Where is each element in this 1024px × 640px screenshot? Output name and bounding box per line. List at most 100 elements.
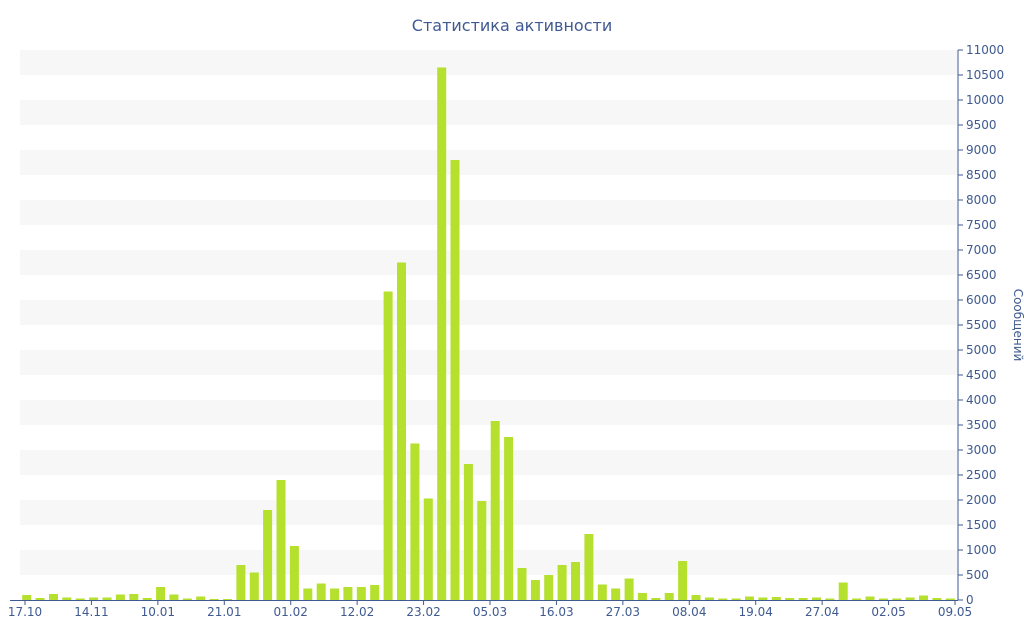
- y-tick-label: 4500: [966, 368, 997, 382]
- bar: [89, 597, 99, 600]
- bar: [169, 594, 179, 600]
- bar: [919, 595, 928, 600]
- bar: [624, 578, 634, 600]
- bar: [49, 594, 58, 600]
- y-axis-label: Сообщений: [1011, 289, 1024, 362]
- x-tick-label: 27.03: [606, 605, 640, 619]
- bar: [263, 510, 273, 600]
- bar: [450, 160, 460, 600]
- y-tick-label: 7500: [966, 218, 997, 232]
- y-tick-label: 10000: [966, 93, 1004, 107]
- bar: [544, 575, 554, 600]
- bar: [771, 597, 781, 600]
- bar: [303, 588, 313, 600]
- x-tick-label: 19.04: [739, 605, 773, 619]
- bar: [129, 594, 139, 600]
- bar: [691, 595, 701, 600]
- bar: [731, 598, 741, 600]
- bar: [745, 596, 754, 600]
- grid-band: [20, 300, 957, 325]
- bar: [249, 572, 259, 600]
- chart-title: Статистика активности: [412, 16, 612, 35]
- x-tick-label: 16.03: [539, 605, 573, 619]
- bar: [142, 598, 152, 600]
- bar: [196, 596, 206, 600]
- bar: [22, 595, 32, 600]
- bar: [664, 593, 674, 600]
- bar: [62, 597, 72, 600]
- bar: [597, 584, 607, 600]
- x-tick-label: 17.10: [8, 605, 42, 619]
- bar: [316, 583, 326, 600]
- bar: [437, 67, 447, 600]
- x-tick-label: 27.04: [805, 605, 839, 619]
- bar: [530, 580, 540, 600]
- bar: [330, 588, 340, 600]
- bar: [397, 262, 406, 600]
- x-tick-label: 12.02: [340, 605, 374, 619]
- bar: [356, 587, 366, 600]
- bar: [785, 598, 795, 600]
- bar: [758, 597, 768, 600]
- bar: [477, 501, 487, 600]
- bar: [637, 593, 647, 600]
- bar: [678, 561, 688, 600]
- grid-band: [20, 200, 957, 225]
- bar: [504, 437, 514, 600]
- bar: [878, 598, 888, 600]
- grid-band: [20, 500, 957, 525]
- y-axis: 0 500 1000 1500 2000 2500 3000 3500 4000 4500 5000…: [957, 43, 1004, 607]
- grid-band: [20, 400, 957, 425]
- bar: [852, 598, 862, 600]
- bar: [704, 597, 714, 600]
- x-tick-label: 23.02: [406, 605, 440, 619]
- bar: [343, 587, 353, 600]
- bar: [517, 568, 527, 600]
- bar: [223, 599, 232, 600]
- bar: [932, 598, 942, 600]
- bars: [22, 67, 955, 600]
- x-tick-label: 14.11: [74, 605, 108, 619]
- grid-bands: [20, 50, 957, 575]
- grid-band: [20, 100, 957, 125]
- bar: [182, 598, 192, 600]
- bar: [611, 588, 621, 600]
- bar: [651, 598, 661, 600]
- bar: [945, 598, 955, 600]
- grid-band: [20, 350, 957, 375]
- bar: [584, 534, 594, 600]
- y-tick-label: 2000: [966, 493, 997, 507]
- bar: [75, 598, 85, 600]
- bar: [571, 562, 580, 600]
- y-tick-label: 10500: [966, 68, 1004, 82]
- y-tick-label: 4000: [966, 393, 997, 407]
- y-tick-label: 5500: [966, 318, 997, 332]
- bar: [490, 421, 500, 600]
- y-tick-label: 3500: [966, 418, 997, 432]
- bar: [156, 587, 166, 600]
- bar: [718, 598, 728, 600]
- x-tick-label: 05.03: [473, 605, 507, 619]
- bar: [102, 597, 112, 600]
- bar: [892, 598, 902, 600]
- bar: [289, 546, 299, 600]
- y-tick-label: 8000: [966, 193, 997, 207]
- bar: [383, 291, 393, 600]
- y-tick-label: 2500: [966, 468, 997, 482]
- x-tick-label: 01.02: [274, 605, 308, 619]
- bar: [115, 594, 125, 600]
- y-tick-label: 8500: [966, 168, 997, 182]
- y-tick-label: 7000: [966, 243, 997, 257]
- bar: [35, 598, 45, 600]
- y-tick-label: 9500: [966, 118, 997, 132]
- bar: [463, 464, 473, 600]
- bar: [838, 582, 848, 600]
- x-tick-label: 02.05: [871, 605, 905, 619]
- x-tick-label: 21.01: [207, 605, 241, 619]
- bar: [370, 585, 380, 600]
- y-tick-label: 5000: [966, 343, 997, 357]
- x-axis: 17.10 14.11 10.01 21.01 01.02 12.02 23.02 05.03…: [8, 600, 972, 619]
- bar: [825, 598, 835, 600]
- bar: [865, 596, 875, 600]
